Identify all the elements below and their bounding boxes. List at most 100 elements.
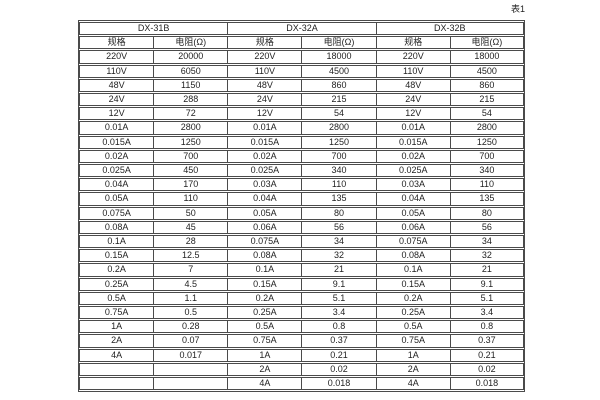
resistance-cell: 45 (153, 220, 228, 235)
spec-cell: 0.5A (375, 320, 450, 334)
spec-cell: 0.025A (79, 164, 154, 178)
resistance-cell: 9.1 (449, 277, 524, 291)
spec-cell: 12V (79, 107, 154, 121)
resistance-cell: 0.018 (301, 377, 376, 391)
spec-cell: 0.015A (227, 135, 302, 149)
spec-cell: 0.075A (227, 235, 302, 249)
spec-cell: 0.25A (375, 306, 450, 320)
spec-cell: 4A (227, 377, 302, 391)
spec-cell: 0.015A (79, 135, 154, 149)
spec-cell: 4A (79, 348, 154, 362)
spec-cell: 0.01A (375, 121, 450, 135)
spec-cell: 0.2A (79, 263, 154, 277)
spec-cell: 0.75A (227, 334, 302, 348)
spec-cell: 0.1A (375, 263, 450, 277)
resistance-cell: 56 (301, 220, 376, 235)
resistance-cell: 700 (449, 149, 524, 164)
resistance-cell: 12.5 (153, 249, 228, 263)
spec-cell: 0.04A (227, 192, 302, 206)
resistance-cell: 3.4 (301, 306, 376, 320)
table-row: 0.5A 1.1 0.2A 5.1 0.2A 5.1 (79, 291, 524, 306)
spec-cell: 0.25A (79, 277, 154, 291)
spec-cell: 0.15A (227, 277, 302, 291)
spec-cell: 2A (79, 334, 154, 348)
resistance-cell: 110 (449, 178, 524, 192)
spec-cell: 0.015A (375, 135, 450, 149)
table-row: 4A 0.017 1A 0.21 1A 0.21 (79, 348, 524, 362)
spec-cell: 24V (227, 93, 302, 107)
spec-cell: 110V (79, 64, 154, 78)
resistance-cell: 0.28 (153, 320, 228, 334)
spec-cell: 48V (79, 78, 154, 93)
spec-cell: 1A (79, 320, 154, 334)
resistance-cell: 20000 (153, 50, 228, 64)
resistance-cell: 0.018 (449, 377, 524, 391)
spec-cell: 24V (375, 93, 450, 107)
resistance-cell (153, 377, 228, 391)
table-row: 4A 0.018 4A 0.018 (79, 377, 524, 391)
resistance-column-header: 电阻(Ω) (153, 36, 228, 50)
spec-cell: 0.1A (227, 263, 302, 277)
resistance-cell: 2800 (449, 121, 524, 135)
table-row: 0.25A 4.5 0.15A 9.1 0.15A 9.1 (79, 277, 524, 291)
resistance-cell: 7 (153, 263, 228, 277)
spec-cell: 0.2A (227, 291, 302, 306)
resistance-cell: 0.8 (449, 320, 524, 334)
spec-cell: 0.2A (375, 291, 450, 306)
spec-cell: 0.03A (227, 178, 302, 192)
resistance-cell: 72 (153, 107, 228, 121)
spec-cell: 4A (375, 377, 450, 391)
spec-cell (79, 377, 154, 391)
resistance-cell: 0.5 (153, 306, 228, 320)
spec-cell: 0.02A (375, 149, 450, 164)
resistance-cell: 6050 (153, 64, 228, 78)
table-row: 220V 20000 220V 18000 220V 18000 (79, 50, 524, 64)
resistance-cell: 2800 (301, 121, 376, 135)
spec-cell: 0.03A (375, 178, 450, 192)
table-row: 0.2A 7 0.1A 21 0.1A 21 (79, 263, 524, 277)
subheader-row: 规格 电阻(Ω) 规格 电阻(Ω) 规格 电阻(Ω) (79, 36, 524, 50)
spec-cell: 0.02A (227, 149, 302, 164)
resistance-cell: 21 (301, 263, 376, 277)
spec-cell: 0.1A (79, 235, 154, 249)
resistance-cell: 56 (449, 220, 524, 235)
spec-cell: 0.02A (79, 149, 154, 164)
table-row: 0.02A 700 0.02A 700 0.02A 700 (79, 149, 524, 164)
resistance-cell (153, 362, 228, 377)
resistance-cell: 0.8 (301, 320, 376, 334)
resistance-cell: 34 (449, 235, 524, 249)
table-row: 0.75A 0.5 0.25A 3.4 0.25A 3.4 (79, 306, 524, 320)
group-header-dx32a: DX-32A (227, 22, 376, 36)
table-row: 48V 1150 48V 860 48V 860 (79, 78, 524, 93)
resistance-cell: 0.02 (301, 362, 376, 377)
spec-cell: 0.025A (227, 164, 302, 178)
resistance-cell: 21 (449, 263, 524, 277)
resistance-cell: 54 (301, 107, 376, 121)
resistance-cell: 0.37 (301, 334, 376, 348)
resistance-cell: 110 (301, 178, 376, 192)
resistance-cell: 0.02 (449, 362, 524, 377)
spec-cell: 0.025A (375, 164, 450, 178)
spec-cell: 0.08A (79, 220, 154, 235)
resistance-cell: 5.1 (449, 291, 524, 306)
resistance-cell: 50 (153, 206, 228, 220)
spec-cell: 110V (375, 64, 450, 78)
resistance-cell: 135 (301, 192, 376, 206)
resistance-cell: 860 (449, 78, 524, 93)
table-row: 0.04A 170 0.03A 110 0.03A 110 (79, 178, 524, 192)
resistance-cell: 110 (153, 192, 228, 206)
resistance-cell: 215 (449, 93, 524, 107)
resistance-cell: 700 (301, 149, 376, 164)
spec-cell: 0.06A (227, 220, 302, 235)
spec-cell: 0.08A (227, 249, 302, 263)
spec-cell: 48V (227, 78, 302, 93)
spec-cell: 48V (375, 78, 450, 93)
resistance-cell: 340 (301, 164, 376, 178)
table-row: 0.015A 1250 0.015A 1250 0.015A 1250 (79, 135, 524, 149)
resistance-cell: 5.1 (301, 291, 376, 306)
spec-column-header: 规格 (79, 36, 154, 50)
table-row: 2A 0.07 0.75A 0.37 0.75A 0.37 (79, 334, 524, 348)
table-row: 0.01A 2800 0.01A 2800 0.01A 2800 (79, 121, 524, 135)
spec-column-header: 规格 (375, 36, 450, 50)
